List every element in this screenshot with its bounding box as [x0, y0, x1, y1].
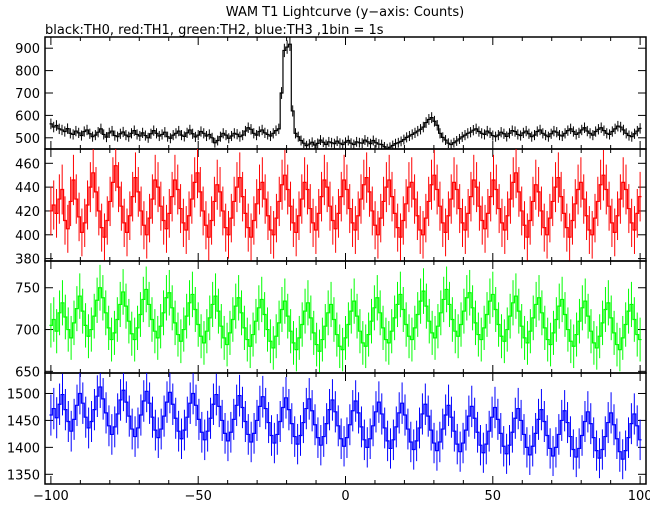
series-line	[49, 165, 642, 238]
y-tick-label: 1350	[7, 468, 40, 483]
series-th0	[49, 37, 642, 149]
y-tick-label: 440	[15, 181, 40, 196]
y-tick-label: 900	[15, 42, 40, 57]
series-th3	[49, 373, 642, 480]
chart-subtitle: black:TH0, red:TH1, green:TH2, blue:TH3 …	[45, 23, 384, 38]
panel-th0: 500 600 700 800 900	[15, 36, 647, 150]
y-tick-label: 1450	[7, 414, 40, 429]
x-tick-label: −50	[184, 489, 211, 504]
y-tick-label: 420	[15, 205, 40, 220]
panel-th1: 380 400 420 440 460	[15, 148, 647, 268]
y-tick-label: 500	[15, 132, 40, 147]
series-line	[49, 386, 642, 460]
x-tick-label: 50	[485, 489, 502, 504]
x-tick-label: −100	[33, 489, 69, 504]
panel-th3: 1350 1400 1450 1500	[7, 372, 647, 485]
series-line	[49, 287, 642, 352]
y-tick-label: 750	[15, 282, 40, 297]
y-tick-label: 700	[15, 324, 40, 339]
x-tick-label: 0	[341, 489, 349, 504]
y-tick-label: 460	[15, 157, 40, 172]
series-line	[49, 43, 642, 149]
chart-title: WAM T1 Lightcurve (y−axis: Counts)	[226, 5, 464, 20]
y-tick-label: 600	[15, 109, 40, 124]
y-tick-label: 1400	[7, 441, 40, 456]
y-tick-label: 700	[15, 87, 40, 102]
panels-group: 500 600 700 800 900 380 400 420 440 460 650 700 750 1…	[7, 36, 647, 485]
series-th2	[49, 264, 642, 373]
y-tick-label: 400	[15, 229, 40, 244]
series-th1	[49, 149, 642, 261]
y-tick-label: 380	[15, 253, 40, 268]
y-tick-label: 1500	[7, 387, 40, 402]
x-axis: −100 −50 0 50 100	[33, 489, 650, 504]
y-tick-label: 800	[15, 65, 40, 80]
x-tick-label: 100	[628, 489, 650, 504]
y-tick-label: 650	[15, 365, 40, 380]
panel-th2: 650 700 750	[15, 260, 647, 380]
